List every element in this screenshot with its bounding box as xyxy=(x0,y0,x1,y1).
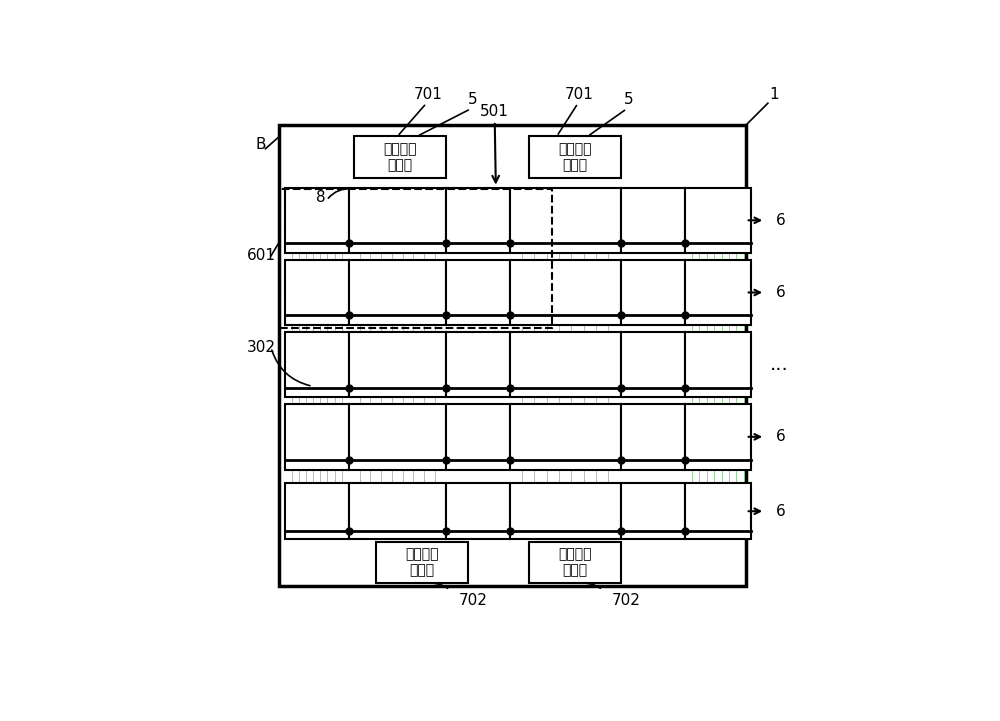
Text: 1: 1 xyxy=(770,87,779,102)
Bar xyxy=(685,260,751,325)
Bar xyxy=(529,136,621,178)
Text: B: B xyxy=(255,137,266,152)
Bar xyxy=(285,187,349,253)
Text: 第一开关
子电路: 第一开关 子电路 xyxy=(383,142,417,172)
Text: 6: 6 xyxy=(776,504,786,518)
Text: ...: ... xyxy=(770,355,788,374)
Bar xyxy=(285,484,349,539)
Text: 5: 5 xyxy=(624,92,633,107)
Text: 第一开关
子电路: 第一开关 子电路 xyxy=(558,142,592,172)
Bar xyxy=(376,541,468,583)
Bar xyxy=(285,332,349,397)
Bar xyxy=(446,260,510,325)
Bar xyxy=(621,332,685,397)
Bar xyxy=(446,404,510,469)
Text: 5: 5 xyxy=(468,92,477,107)
Text: 302: 302 xyxy=(247,340,276,355)
Text: 702: 702 xyxy=(612,593,640,608)
Bar xyxy=(621,187,685,253)
Bar xyxy=(685,484,751,539)
Text: 6: 6 xyxy=(776,213,786,228)
Bar xyxy=(446,187,510,253)
Text: 701: 701 xyxy=(414,87,443,102)
Text: 第二开关
子电路: 第二开关 子电路 xyxy=(406,547,439,578)
Bar xyxy=(510,187,621,253)
Bar xyxy=(280,189,552,328)
Text: 第二开关
子电路: 第二开关 子电路 xyxy=(558,547,592,578)
Text: 6: 6 xyxy=(776,285,786,300)
Text: 501: 501 xyxy=(480,105,509,119)
Bar xyxy=(349,260,446,325)
Bar xyxy=(621,484,685,539)
Bar xyxy=(510,484,621,539)
Text: 8: 8 xyxy=(316,190,326,205)
Bar xyxy=(349,187,446,253)
Bar xyxy=(621,260,685,325)
Bar xyxy=(285,260,349,325)
Bar xyxy=(685,187,751,253)
Bar xyxy=(446,332,510,397)
Text: 702: 702 xyxy=(459,593,488,608)
Bar xyxy=(354,136,446,178)
Bar xyxy=(685,332,751,397)
Bar xyxy=(685,404,751,469)
Bar xyxy=(510,332,621,397)
Bar xyxy=(279,125,746,586)
Bar xyxy=(446,484,510,539)
Bar xyxy=(349,484,446,539)
Bar xyxy=(349,332,446,397)
Text: 701: 701 xyxy=(565,87,594,102)
Text: 601: 601 xyxy=(247,248,276,263)
Bar xyxy=(621,404,685,469)
Bar xyxy=(529,541,621,583)
Bar xyxy=(349,404,446,469)
Text: 6: 6 xyxy=(776,429,786,444)
Bar xyxy=(510,404,621,469)
Bar xyxy=(285,404,349,469)
Bar xyxy=(510,260,621,325)
